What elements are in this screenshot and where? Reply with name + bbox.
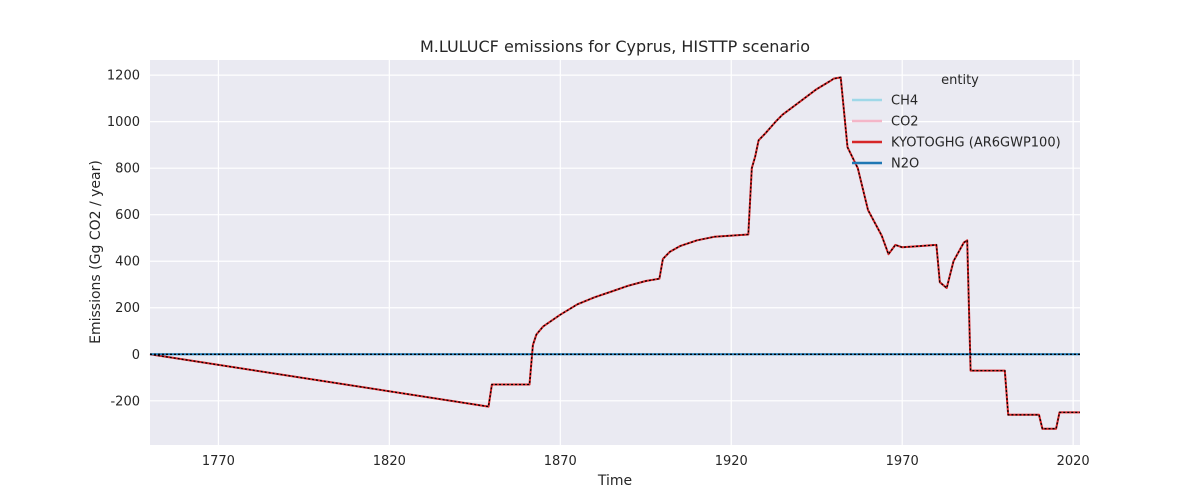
x-tick-label: 1870 <box>544 454 577 469</box>
overlay-lines <box>149 76 1080 430</box>
y-tick-label: 0 <box>132 348 140 363</box>
legend-label-co2: CO2 <box>891 115 919 130</box>
x-tick-label: 1970 <box>886 454 919 469</box>
x-tick-label: 2020 <box>1057 454 1090 469</box>
overlay-dotted-line <box>149 76 1080 430</box>
y-tick-label: 600 <box>115 208 140 223</box>
chart-title: M.LULUCF emissions for Cyprus, HISTTP sc… <box>420 37 810 56</box>
y-tick-label: 800 <box>115 162 140 177</box>
x-tick-labels: 1770 1820 1870 1920 1970 2020 <box>202 454 1090 469</box>
x-tick-label: 1770 <box>202 454 235 469</box>
y-axis-label: Emissions (Gg CO2 / year) <box>88 160 104 344</box>
legend-label-n2o: N2O <box>891 157 919 172</box>
y-tick-label: 400 <box>115 255 140 270</box>
x-tick-label: 1820 <box>373 454 406 469</box>
y-tick-label: 1200 <box>107 69 140 84</box>
y-tick-labels: -200 0 200 400 600 800 1000 1200 <box>107 69 140 410</box>
y-tick-label: 200 <box>115 301 140 316</box>
x-axis-label: Time <box>597 473 632 489</box>
legend-title: entity <box>941 73 979 88</box>
legend-label-kyotoghg-ar6gwp100: KYOTOGHG (AR6GWP100) <box>891 136 1061 151</box>
x-tick-label: 1920 <box>715 454 748 469</box>
y-tick-label: -200 <box>110 394 140 409</box>
legend: entity CH4 CO2 KYOTOGHG (AR6GWP100) N2O <box>852 73 1061 172</box>
plot-area <box>150 60 1080 445</box>
y-tick-label: 1000 <box>107 115 140 130</box>
legend-label-ch4: CH4 <box>891 94 918 109</box>
